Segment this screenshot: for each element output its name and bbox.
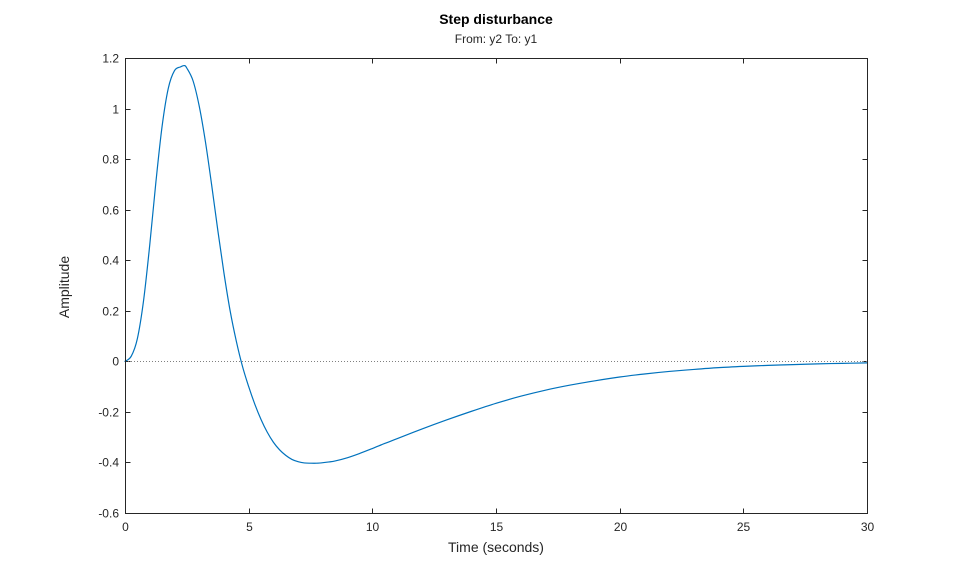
- y-tick-label: 1.2: [102, 52, 119, 66]
- x-tick-label: 30: [861, 520, 875, 534]
- ticks-layer: 0 5 10 15 20 25 30 -0.6 -0.4 -0.2 0 0.2 0.4 0.6 0.8 1 1.…: [98, 52, 874, 535]
- y-tick-label: 0: [112, 355, 119, 369]
- y-tick-label: 0.6: [102, 204, 119, 218]
- x-tick-label: 0: [122, 520, 129, 534]
- chart-subtitle: From: y2 To: y1: [455, 32, 538, 46]
- x-axis-label: Time (seconds): [448, 539, 544, 555]
- series-line: [124, 64, 868, 464]
- x-tick-label: 5: [246, 520, 253, 534]
- y-tick-label: 1: [112, 103, 119, 117]
- series-layer: [124, 64, 868, 464]
- x-tick-label: 15: [490, 520, 504, 534]
- x-tick-label: 25: [737, 520, 751, 534]
- y-tick-label: -0.6: [98, 507, 119, 521]
- y-tick-label: -0.2: [98, 406, 119, 420]
- plot-area-frame: [125, 58, 868, 514]
- y-tick-label: 0.4: [102, 254, 119, 268]
- y-tick-label: 0.2: [102, 305, 119, 319]
- y-tick-label: -0.4: [98, 456, 119, 470]
- chart-title: Step disturbance: [439, 11, 553, 27]
- x-tick-label: 10: [366, 520, 380, 534]
- y-tick-label: 0.8: [102, 153, 119, 167]
- y-axis-label: Amplitude: [56, 256, 72, 318]
- x-tick-label: 20: [614, 520, 628, 534]
